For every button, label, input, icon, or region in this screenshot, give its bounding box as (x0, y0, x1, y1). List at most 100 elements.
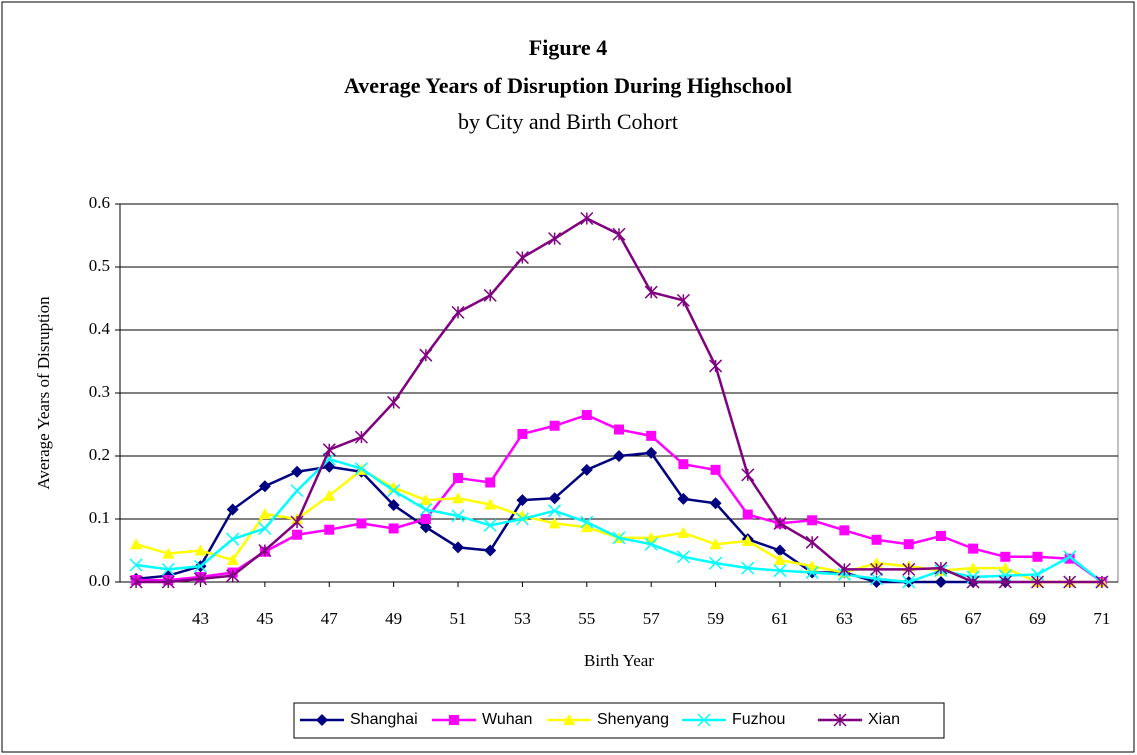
marker (580, 463, 593, 476)
x-tick-label: 71 (1093, 609, 1110, 628)
x-tick-label: 57 (643, 609, 661, 628)
marker (870, 562, 884, 576)
marker (162, 547, 175, 559)
marker (290, 515, 304, 529)
y-tick-label: 0.0 (89, 571, 110, 590)
marker (258, 507, 271, 519)
marker (354, 462, 368, 476)
marker (316, 714, 328, 726)
x-tick-label: 49 (385, 609, 402, 628)
marker (903, 539, 914, 550)
marker (678, 459, 689, 470)
marker (677, 492, 690, 505)
marker (324, 524, 335, 535)
chart-subtitle: by City and Birth Cohort (458, 109, 678, 134)
marker (449, 715, 459, 725)
marker (387, 499, 400, 512)
marker (807, 515, 818, 526)
marker (388, 523, 399, 534)
y-tick-label: 0.6 (89, 193, 110, 212)
marker (709, 497, 722, 510)
marker (161, 575, 175, 589)
y-tick-label: 0.3 (89, 382, 110, 401)
marker (194, 544, 207, 556)
marker (871, 534, 882, 545)
marker (697, 713, 711, 727)
marker (515, 251, 529, 265)
marker (129, 558, 143, 572)
marker (484, 498, 497, 510)
marker (563, 714, 575, 725)
marker (226, 553, 239, 565)
marker (805, 535, 819, 549)
marker (676, 550, 690, 564)
y-tick-label: 0.5 (89, 256, 110, 275)
marker (998, 569, 1012, 583)
marker (451, 509, 465, 523)
marker (870, 572, 884, 586)
marker (614, 424, 624, 435)
marker (645, 446, 658, 459)
series (129, 211, 1109, 589)
marker (968, 543, 979, 554)
marker (452, 492, 465, 504)
marker (258, 521, 272, 535)
marker (1030, 575, 1045, 589)
marker (323, 489, 336, 501)
marker (517, 428, 528, 439)
marker (354, 430, 368, 444)
marker (773, 553, 786, 565)
marker (934, 561, 948, 575)
marker (161, 562, 175, 576)
x-tick-label: 59 (707, 609, 724, 628)
chart-subtitle: Average Years of Disruption During Highs… (344, 73, 792, 98)
marker (420, 514, 431, 524)
marker (1000, 551, 1011, 562)
marker (130, 538, 143, 550)
x-tick-label: 45 (256, 609, 273, 628)
marker (549, 420, 560, 431)
x-tick-label: 69 (1029, 609, 1046, 628)
marker (1064, 553, 1075, 564)
marker (837, 562, 851, 576)
marker (710, 464, 721, 475)
marker (258, 480, 271, 493)
marker (612, 227, 626, 241)
y-tick-label: 0.4 (89, 319, 111, 338)
marker (580, 515, 594, 529)
marker (741, 468, 755, 482)
marker (516, 494, 529, 507)
marker (548, 504, 562, 518)
marker (709, 359, 723, 373)
marker (773, 516, 787, 530)
marker (966, 575, 980, 589)
legend-label: Shenyang (597, 711, 669, 728)
marker (646, 430, 657, 441)
y-tick-label: 0.1 (89, 508, 110, 527)
legend-label: Xian (868, 711, 900, 728)
marker (322, 443, 336, 457)
x-tick-label: 63 (836, 609, 853, 628)
legend-label: Wuhan (482, 711, 532, 728)
x-tick-label: 51 (450, 609, 467, 628)
x-tick-label: 61 (771, 609, 788, 628)
marker (226, 532, 240, 546)
marker (998, 575, 1012, 589)
marker (741, 535, 754, 547)
marker (773, 544, 786, 557)
marker (902, 562, 916, 576)
marker (741, 561, 755, 575)
marker (193, 572, 208, 586)
legend-label: Shanghai (350, 711, 418, 728)
marker (129, 575, 143, 589)
marker (773, 564, 787, 578)
marker (548, 517, 561, 529)
marker (291, 465, 304, 478)
x-tick-label: 65 (900, 609, 917, 628)
y-tick-label: 0.2 (89, 445, 110, 464)
marker (1095, 575, 1109, 589)
marker (515, 512, 529, 526)
marker (451, 305, 465, 319)
marker (967, 562, 980, 574)
